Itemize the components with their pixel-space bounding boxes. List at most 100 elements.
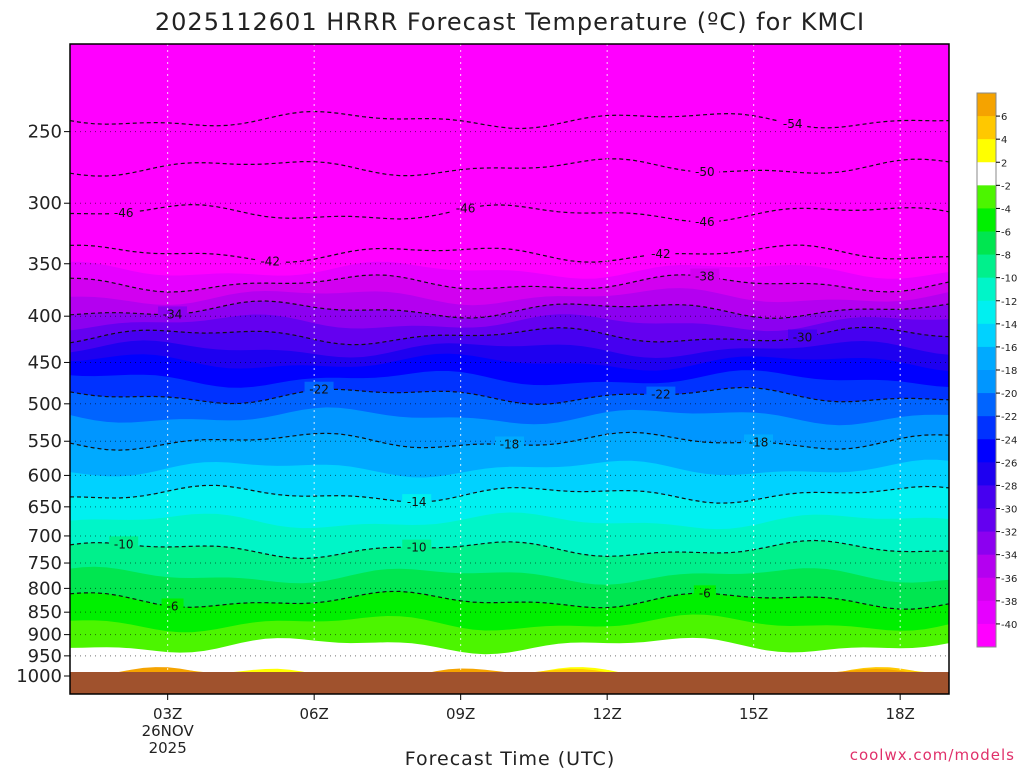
plot-area: -54-50-46 -46-46-42-42-38-34-30-22 -22-18-…	[70, 44, 949, 694]
colorbar-label: -32	[1001, 528, 1017, 539]
colorbar-segment	[977, 370, 996, 394]
colorbar-label: 4	[1001, 135, 1007, 146]
colorbar-segment	[977, 254, 996, 279]
contour-line	[70, 484, 949, 504]
contour-line	[70, 539, 949, 560]
colorbar-label: -24	[1001, 435, 1017, 446]
y-tick-label: 900	[28, 625, 62, 646]
colorbar-segment	[977, 300, 996, 325]
contour-label: -30	[793, 330, 813, 344]
x-tick-year: 2025	[149, 739, 187, 757]
colorbar-segment	[977, 277, 996, 302]
y-tick-label: 1000	[16, 666, 62, 687]
contour-label-bg	[451, 200, 481, 215]
contour-label: -6	[699, 586, 711, 600]
colorbar-label: -20	[1001, 389, 1017, 400]
colorbar-label: 2	[1001, 158, 1007, 169]
y-tick-label: 750	[28, 553, 62, 574]
contour-label: -10	[114, 537, 134, 551]
colorbar-label: -38	[1001, 597, 1017, 608]
x-axis-label: Forecast Time (UTC)	[405, 748, 615, 768]
colorbar-label: -28	[1001, 481, 1017, 492]
contour-label: -34	[163, 307, 183, 321]
x-tick-label: 12Z	[592, 705, 621, 723]
temperature-bands	[70, 44, 949, 694]
y-tick-label: 600	[28, 465, 62, 486]
grid-lines	[70, 44, 949, 694]
plot-frame	[69, 43, 950, 695]
colorbar-segment	[977, 208, 996, 232]
contour-label-bg	[690, 268, 720, 283]
colorbar-segment	[977, 93, 996, 117]
contour-label: -10	[407, 541, 427, 555]
contour-label-bg	[788, 329, 817, 344]
contour-line	[70, 244, 949, 263]
contour-label: -38	[695, 270, 715, 284]
colorbar-label: -18	[1001, 366, 1017, 377]
contour-label: -42	[651, 247, 671, 261]
colorbar-label: 6	[1001, 112, 1007, 123]
colorbar-label: -40	[1001, 620, 1017, 631]
y-tick-label: 350	[28, 254, 62, 275]
colorbar-label: -6	[1001, 228, 1011, 239]
colorbar-segment	[977, 600, 996, 625]
colorbar: 6 4 2 -2 -4 -6 -8 -10 -12 -14 -16 -18 -20 -22 -24 -26 -2…	[976, 92, 1017, 648]
y-tick-label: 500	[28, 394, 62, 415]
contour-label-bg	[109, 205, 139, 220]
y-tick-label: 550	[28, 431, 62, 452]
colorbar-label: -16	[1001, 343, 1017, 354]
y-tick-label: 950	[28, 646, 62, 667]
contour-label-bg	[646, 246, 676, 261]
contour-label-bg	[255, 253, 285, 268]
colorbar-segment	[977, 462, 996, 486]
colorbar-label: -14	[1001, 320, 1017, 331]
colorbar-segment	[977, 231, 996, 256]
colorbar-segment	[977, 185, 996, 209]
contour-label: -18	[500, 438, 520, 452]
credit-text[interactable]: coolwx.com/models	[850, 746, 1015, 764]
contour-label: -50	[695, 165, 715, 179]
contour-label: -46	[114, 206, 134, 220]
contour-line	[70, 274, 949, 293]
contour-label-bg	[304, 381, 334, 396]
colorbar-segment	[977, 323, 996, 348]
colorbar-segment	[977, 116, 996, 140]
colorbar-segment	[977, 139, 996, 163]
colorbar-segment	[977, 577, 996, 602]
y-tick-label: 800	[28, 578, 62, 599]
y-axis: 2503003504004505005506006507007508008509…	[16, 122, 70, 687]
contour-line	[70, 300, 949, 319]
colorbar-segment	[977, 439, 996, 463]
colorbar-segment	[977, 346, 996, 371]
colorbar-segment	[977, 508, 996, 533]
y-tick-label: 700	[28, 526, 62, 547]
contour-label-bg	[744, 434, 774, 449]
contour-label: -22	[309, 383, 329, 397]
y-tick-label: 650	[28, 497, 62, 518]
colorbar-segment	[977, 416, 996, 440]
contour-label: -54	[783, 117, 803, 131]
contour-label: -42	[260, 255, 280, 269]
contour-label-bg	[495, 436, 524, 451]
contour-label-bg	[646, 386, 676, 401]
colorbar-segment	[977, 393, 996, 417]
y-tick-label: 850	[28, 602, 62, 623]
contour-label: -14	[407, 495, 427, 509]
y-tick-label: 300	[28, 193, 62, 214]
x-tick-label: 09Z	[446, 705, 475, 723]
chart-title: 2025112601 HRRR Forecast Temperature (ºC…	[155, 8, 865, 36]
y-tick-label: 250	[28, 122, 62, 143]
y-tick-label: 400	[28, 306, 62, 327]
contour-line	[70, 203, 949, 223]
x-tick-label: 06Z	[299, 705, 328, 723]
x-tick-label: 03Z	[153, 705, 182, 723]
colorbar-label: -12	[1001, 297, 1017, 308]
colorbar-label: -8	[1001, 251, 1011, 262]
contour-label: -22	[651, 388, 671, 402]
contour-label: -18	[749, 435, 769, 449]
x-tick-label: 15Z	[739, 705, 768, 723]
colorbar-segment	[977, 531, 996, 556]
contour-line	[70, 158, 949, 177]
